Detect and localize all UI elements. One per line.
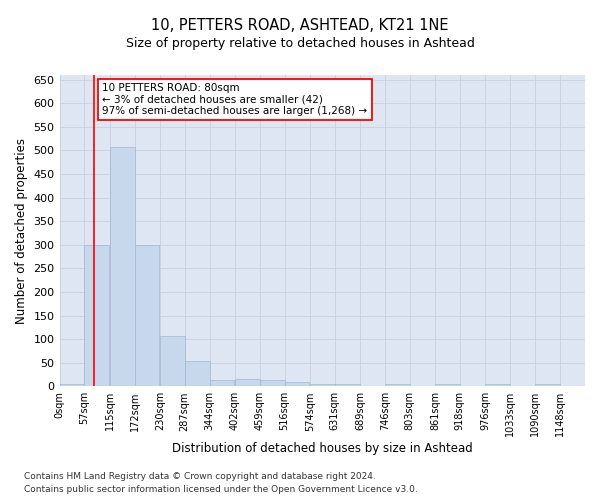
X-axis label: Distribution of detached houses by size in Ashtead: Distribution of detached houses by size … [172, 442, 473, 455]
Bar [335, 384, 359, 386]
Bar [310, 384, 335, 386]
Text: Size of property relative to detached houses in Ashtead: Size of property relative to detached ho… [125, 38, 475, 51]
Bar [110, 147, 134, 386]
Bar [185, 362, 209, 386]
Bar [435, 384, 460, 386]
Bar [235, 380, 260, 386]
Text: Contains HM Land Registry data © Crown copyright and database right 2024.: Contains HM Land Registry data © Crown c… [24, 472, 376, 481]
Text: 10, PETTERS ROAD, ASHTEAD, KT21 1NE: 10, PETTERS ROAD, ASHTEAD, KT21 1NE [151, 18, 449, 32]
Bar [284, 382, 310, 386]
Bar [160, 336, 185, 386]
Bar [535, 384, 560, 386]
Bar [260, 380, 284, 386]
Bar [385, 384, 410, 386]
Bar [485, 384, 510, 386]
Y-axis label: Number of detached properties: Number of detached properties [15, 138, 28, 324]
Bar [85, 245, 109, 386]
Bar [134, 245, 160, 386]
Bar [209, 380, 235, 386]
Text: Contains public sector information licensed under the Open Government Licence v3: Contains public sector information licen… [24, 485, 418, 494]
Bar [59, 384, 85, 386]
Text: 10 PETTERS ROAD: 80sqm
← 3% of detached houses are smaller (42)
97% of semi-deta: 10 PETTERS ROAD: 80sqm ← 3% of detached … [102, 83, 367, 116]
